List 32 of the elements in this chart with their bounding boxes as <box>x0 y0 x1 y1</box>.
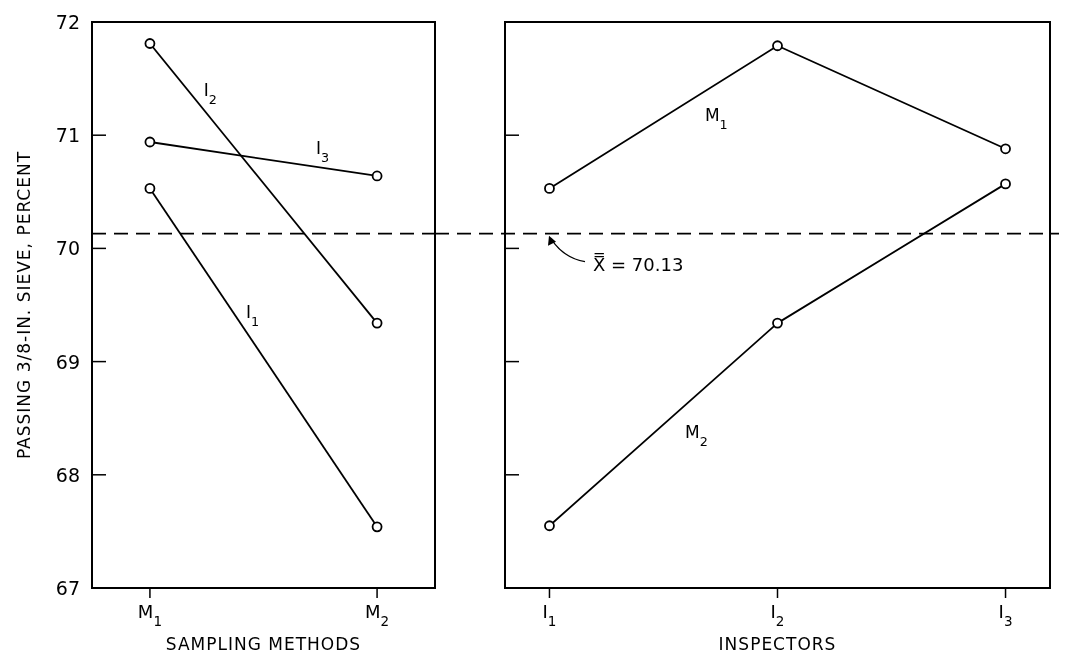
y-tick-label: 69 <box>55 350 80 373</box>
x-tick-label: M$_{2}$ <box>365 601 390 629</box>
point <box>371 170 383 182</box>
y-tick-label: 67 <box>55 577 80 599</box>
x-tick-label: M$_{1}$ <box>137 601 162 629</box>
series-label: M$_{2}$ <box>685 422 708 449</box>
y-tick-label: 68 <box>55 463 80 486</box>
y-tick-label: 71 <box>55 124 80 147</box>
point <box>544 183 555 194</box>
point <box>544 520 555 532</box>
point <box>772 40 783 52</box>
x-axis-title: SAMPLING METHODS <box>165 634 362 654</box>
point <box>1000 178 1011 190</box>
y-axis-title: PASSING 3/8-IN. SIEVE, PERCENT <box>14 150 34 460</box>
x-tick-label: I$_{1}$ <box>542 601 557 629</box>
point <box>371 317 383 329</box>
series-label: I$_{1}$ <box>246 301 260 329</box>
x-axis-title: INSPECTORS <box>718 634 837 654</box>
ref-line-label: X̿ = 70.13 <box>593 252 684 275</box>
point <box>772 317 783 329</box>
series-label: I$_{2}$ <box>203 80 217 107</box>
x-tick-label: I$_{3}$ <box>998 601 1013 629</box>
point <box>144 136 156 148</box>
series-label: M$_{1}$ <box>704 104 728 132</box>
y-tick-label: 70 <box>55 237 80 260</box>
series-label: I$_{3}$ <box>315 137 330 165</box>
point <box>1000 143 1011 155</box>
y-tick-label: 72 <box>55 11 80 33</box>
x-tick-label: I$_{2}$ <box>770 601 785 629</box>
point <box>144 183 156 194</box>
point <box>144 38 156 49</box>
point <box>371 521 383 533</box>
